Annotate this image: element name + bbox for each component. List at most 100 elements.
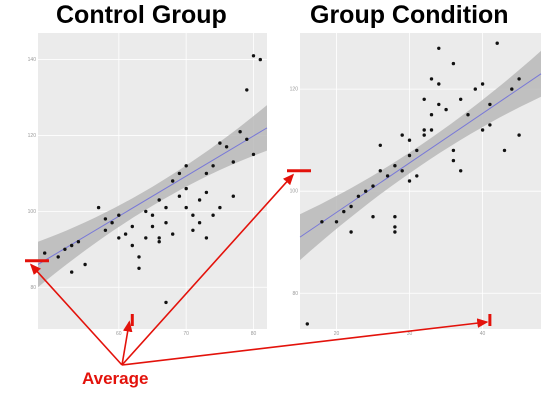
data-point xyxy=(429,77,434,81)
average-label: Average xyxy=(82,369,149,388)
data-point xyxy=(407,179,412,183)
data-point xyxy=(415,174,419,178)
data-point xyxy=(204,190,209,195)
data-point xyxy=(400,169,404,173)
y-tick-label: 80 xyxy=(292,291,298,297)
data-point xyxy=(150,213,155,217)
x-tick-label: 30 xyxy=(407,331,413,337)
data-point xyxy=(422,133,426,137)
regression-line xyxy=(299,73,542,238)
group-condition-title: Group Condition xyxy=(310,1,509,29)
average-annotations xyxy=(25,169,492,366)
x-tick-label: 60 xyxy=(116,331,122,337)
data-point xyxy=(117,213,121,217)
data-point xyxy=(130,243,134,248)
data-point xyxy=(123,232,128,236)
data-point xyxy=(70,243,74,248)
data-point xyxy=(407,153,412,158)
data-point xyxy=(437,46,441,50)
data-point xyxy=(364,189,368,193)
data-point xyxy=(393,215,397,219)
data-point xyxy=(43,251,47,255)
data-point xyxy=(238,130,242,134)
data-point xyxy=(473,87,477,91)
data-point xyxy=(429,113,434,117)
data-point xyxy=(171,179,175,183)
data-point xyxy=(480,128,485,132)
data-point xyxy=(251,152,256,157)
regression-line xyxy=(37,127,268,265)
data-point xyxy=(349,204,353,209)
data-point xyxy=(197,198,202,202)
x-tick-label: 40 xyxy=(480,331,486,337)
y-tick-label: 120 xyxy=(28,133,37,139)
data-point xyxy=(83,262,87,267)
data-point xyxy=(245,137,249,141)
data-point xyxy=(437,102,441,107)
data-point xyxy=(157,240,161,244)
data-point xyxy=(117,236,121,240)
data-point xyxy=(371,184,375,188)
data-point xyxy=(393,230,397,234)
data-point xyxy=(378,169,382,173)
y-tick-label: 100 xyxy=(28,209,37,215)
data-point xyxy=(415,148,419,153)
control-group-title: Control Group xyxy=(56,1,227,29)
data-point xyxy=(130,224,134,229)
data-point xyxy=(231,160,235,164)
data-point xyxy=(197,221,202,225)
x-tick-label: 80 xyxy=(251,331,257,337)
data-point xyxy=(305,322,309,326)
data-point xyxy=(157,198,161,202)
data-point xyxy=(342,209,346,214)
y-tick-label: 140 xyxy=(28,57,37,63)
data-point xyxy=(184,205,188,210)
data-point xyxy=(218,141,222,145)
data-point xyxy=(356,194,361,198)
data-point xyxy=(103,228,108,232)
data-point xyxy=(378,143,382,147)
data-point xyxy=(157,236,161,240)
data-point xyxy=(164,300,168,305)
data-point xyxy=(451,61,456,66)
data-point xyxy=(137,255,141,259)
group-condition-plot: 80 100 120 20 30 40 xyxy=(290,33,542,337)
data-point xyxy=(211,164,215,168)
data-point xyxy=(191,213,195,217)
data-point xyxy=(517,133,521,137)
data-point xyxy=(164,205,168,210)
data-point xyxy=(444,107,448,112)
plot-panel-background xyxy=(38,33,267,329)
data-point xyxy=(76,240,81,244)
average-arrow xyxy=(121,320,133,366)
data-point xyxy=(204,236,209,240)
data-point xyxy=(422,97,426,102)
data-point xyxy=(245,88,249,92)
average-arrow xyxy=(121,173,295,366)
data-point xyxy=(451,158,456,163)
data-point xyxy=(177,171,182,176)
data-point xyxy=(137,266,141,270)
data-point xyxy=(393,225,397,229)
data-point xyxy=(184,164,188,168)
data-point xyxy=(204,171,209,176)
data-point xyxy=(218,205,222,210)
data-point xyxy=(191,228,195,232)
data-point xyxy=(184,186,188,191)
data-point xyxy=(502,148,507,153)
data-point xyxy=(63,247,67,251)
data-point xyxy=(400,133,404,137)
data-point xyxy=(517,77,521,81)
average-arrow xyxy=(121,318,489,366)
data-point xyxy=(103,217,108,221)
data-point xyxy=(231,194,235,198)
data-point xyxy=(510,87,514,91)
data-point xyxy=(393,164,397,168)
data-point xyxy=(224,145,229,149)
data-point xyxy=(407,138,412,142)
data-point xyxy=(488,102,492,107)
data-point xyxy=(459,97,463,102)
data-point xyxy=(144,209,148,214)
data-point xyxy=(495,41,499,45)
data-point xyxy=(70,270,74,274)
